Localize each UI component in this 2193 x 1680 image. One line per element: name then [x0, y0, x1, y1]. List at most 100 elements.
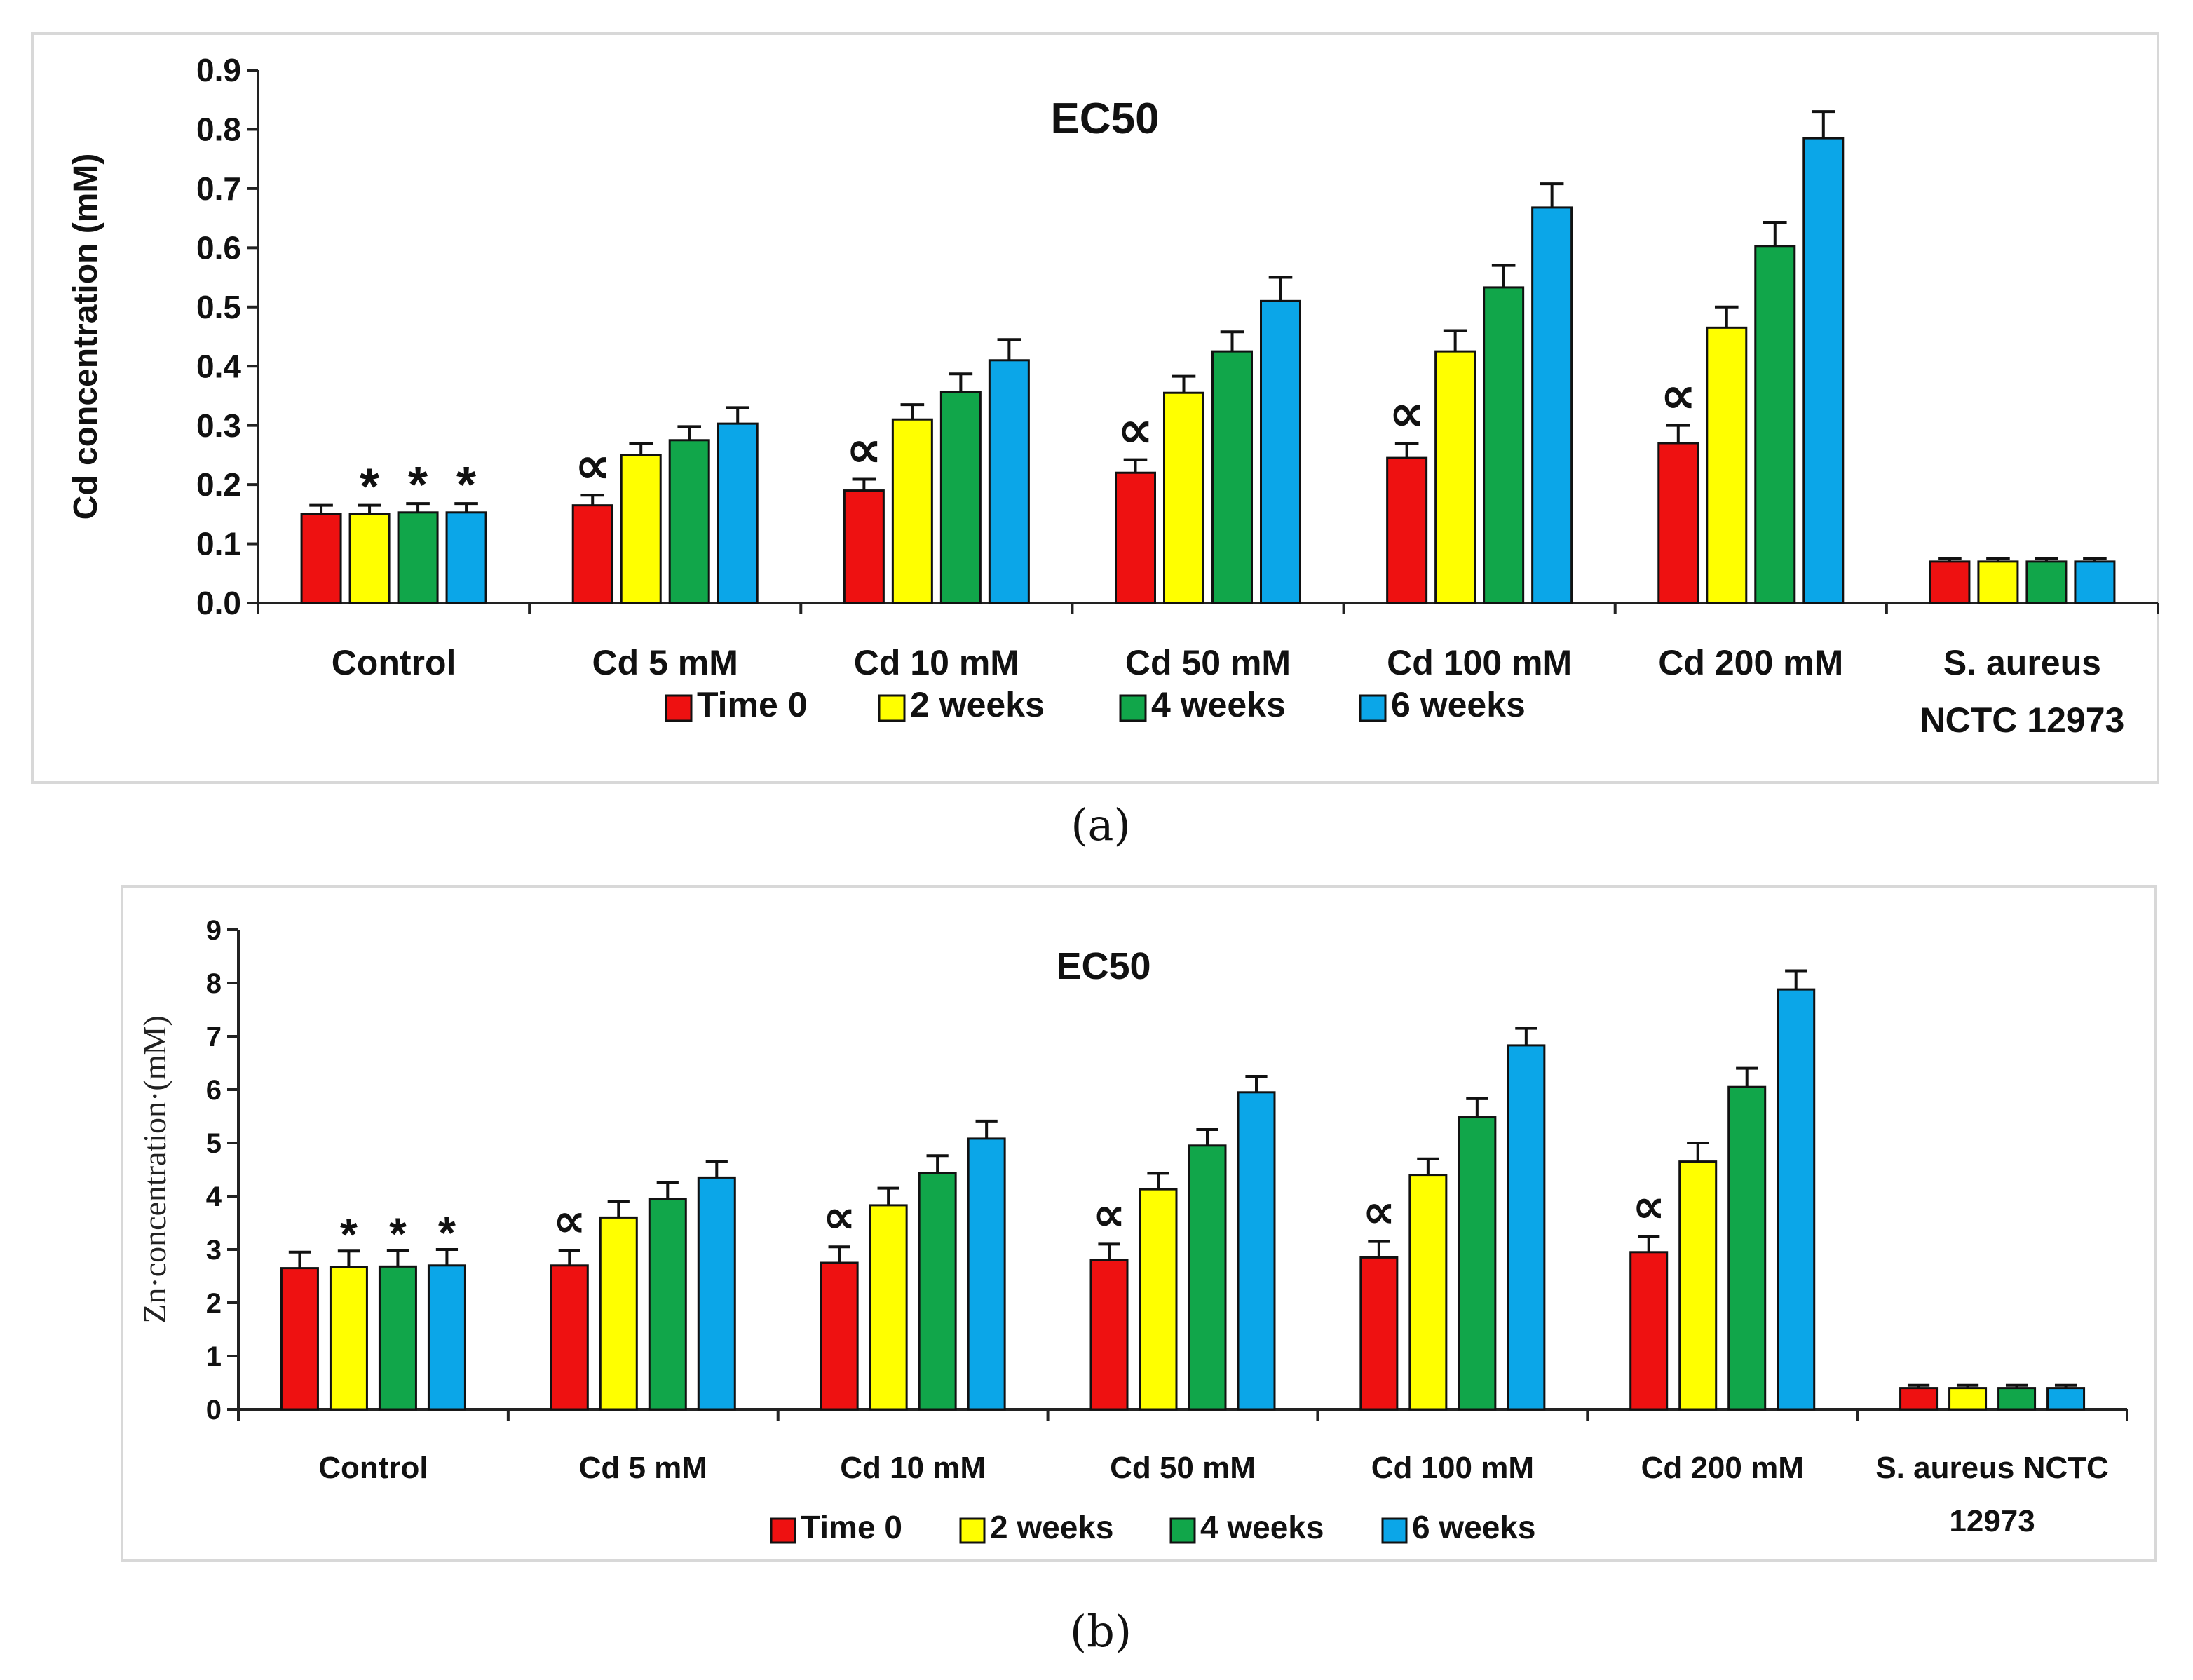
- b-bar-4-weeks: [1458, 1116, 1497, 1411]
- chart-panel-a: 0.0 0.1 0.2 0.3 0.4 0.5 0.6 0.7 0.8 0.9 Cd concent…: [31, 32, 2159, 784]
- a-bar-2-weeks: [1706, 326, 1748, 604]
- a-bar-2-weeks: [1163, 391, 1204, 604]
- a-bar-4-weeks: [2025, 560, 2068, 604]
- a-significance-asterisk: *: [360, 459, 379, 515]
- a-bar-2-weeks: [1434, 350, 1476, 604]
- a-bar-time-0: [1386, 456, 1428, 604]
- a-bar-2-weeks: [620, 454, 662, 604]
- a-bar-time-0: [571, 504, 613, 604]
- a-bar-2-weeks: [1977, 560, 2019, 604]
- b-bar-6-weeks: [1507, 1044, 1546, 1411]
- b-bar-6-weeks: [2046, 1387, 2086, 1411]
- b-bar-time-0: [1899, 1387, 1939, 1411]
- b-significance-asterisk: *: [389, 1209, 407, 1259]
- b-bar-4-weeks: [1727, 1085, 1767, 1411]
- a-bar-time-0: [1657, 442, 1699, 604]
- b-bar-6-weeks: [427, 1264, 466, 1411]
- b-bar-time-0: [820, 1261, 859, 1411]
- a-y-tick-label: 0.8: [196, 111, 241, 148]
- a-chart-title: EC50: [1050, 95, 1159, 143]
- b-legend-swatch: [1381, 1517, 1408, 1544]
- a-legend-swatch: [1119, 694, 1147, 722]
- a-significance-symbol: ∝: [575, 438, 611, 494]
- a-y-tick-label: 0.5: [196, 289, 241, 325]
- figure-caption-b: (b): [1069, 1606, 1132, 1657]
- b-significance-symbol: ∝: [1632, 1180, 1665, 1232]
- b-y-tick-label: 7: [206, 1022, 222, 1052]
- a-bar-4-weeks: [1211, 350, 1253, 604]
- a-significance-asterisk: *: [456, 457, 476, 513]
- a-bar-6-weeks: [1531, 206, 1573, 604]
- b-bar-6-weeks: [967, 1137, 1006, 1411]
- a-y-tick-label: 0.1: [196, 526, 241, 562]
- b-y-tick-label: 6: [206, 1075, 222, 1106]
- a-legend-swatch: [878, 694, 906, 722]
- a-bar-6-weeks: [988, 359, 1030, 604]
- b-bar-2-weeks: [1139, 1188, 1178, 1411]
- b-category-label: Control: [318, 1451, 428, 1485]
- b-bar-6-weeks: [1777, 988, 1816, 1411]
- figure-caption-a: (a): [1071, 799, 1131, 851]
- a-bar-2-weeks: [348, 513, 391, 604]
- a-legend-swatch: [665, 694, 693, 722]
- b-y-axis-title: Zn·concentration·(mM): [137, 1015, 172, 1323]
- b-bar-2-weeks: [599, 1216, 638, 1411]
- b-bar-4-weeks: [1188, 1144, 1227, 1411]
- b-legend-swatch: [959, 1517, 986, 1544]
- a-y-tick-label: 0.4: [196, 348, 241, 384]
- a-bar-4-weeks: [939, 391, 982, 604]
- a-category-label: Cd 10 mM: [854, 643, 1019, 682]
- a-y-axis-title: Cd concentration (mM): [67, 154, 104, 520]
- b-bar-4-weeks: [1997, 1387, 2037, 1411]
- a-bar-6-weeks: [445, 511, 487, 604]
- b-legend-label: Time 0: [801, 1509, 902, 1545]
- a-bar-2-weeks: [891, 418, 933, 604]
- b-bar-4-weeks: [378, 1265, 417, 1411]
- a-significance-asterisk: *: [408, 457, 428, 513]
- b-y-tick-label: 8: [206, 968, 222, 999]
- a-significance-symbol: ∝: [846, 422, 882, 478]
- a-legend-label: Time 0: [697, 685, 808, 724]
- a-category-label: Control: [332, 643, 456, 682]
- a-bar-6-weeks: [717, 422, 759, 604]
- a-bar-6-weeks: [1260, 299, 1301, 604]
- b-bar-2-weeks: [1678, 1160, 1718, 1411]
- a-bar-6-weeks: [1802, 137, 1845, 604]
- b-bar-time-0: [1629, 1251, 1669, 1411]
- a-category-label: Cd 5 mM: [592, 643, 738, 682]
- a-bar-4-weeks: [1754, 245, 1796, 604]
- b-y-tick-label: 2: [206, 1288, 222, 1319]
- b-significance-symbol: ∝: [1093, 1188, 1126, 1240]
- b-bar-time-0: [550, 1264, 589, 1411]
- b-legend-swatch: [1169, 1517, 1196, 1544]
- a-bar-6-weeks: [2074, 560, 2116, 604]
- b-legend-swatch: [770, 1517, 796, 1544]
- b-bar-time-0: [1089, 1259, 1129, 1411]
- a-category-label: Cd 200 mM: [1658, 643, 1843, 682]
- b-category-label: 12973: [1949, 1504, 2035, 1538]
- b-bar-2-weeks: [1408, 1174, 1448, 1411]
- b-y-tick-label: 0: [206, 1395, 222, 1425]
- a-legend-label: 2 weeks: [910, 685, 1045, 724]
- a-y-tick-label: 0.0: [196, 585, 241, 621]
- b-y-tick-label: 9: [206, 915, 222, 946]
- b-category-label: Cd 5 mM: [579, 1451, 707, 1485]
- b-bar-4-weeks: [648, 1198, 687, 1411]
- b-y-tick-label: 4: [206, 1181, 222, 1212]
- a-significance-symbol: ∝: [1660, 368, 1696, 424]
- b-bar-6-weeks: [697, 1176, 736, 1411]
- b-bar-2-weeks: [1948, 1387, 1988, 1411]
- b-y-tick-label: 3: [206, 1235, 222, 1266]
- b-y-tick-label: 5: [206, 1128, 222, 1159]
- b-bar-time-0: [280, 1267, 319, 1411]
- b-bar-2-weeks: [869, 1204, 908, 1411]
- a-y-tick-label: 0.9: [196, 52, 241, 88]
- a-bar-4-weeks: [397, 511, 439, 604]
- a-category-label: Cd 100 mM: [1387, 643, 1572, 682]
- b-significance-symbol: ∝: [1362, 1186, 1395, 1238]
- a-bar-time-0: [300, 513, 342, 604]
- b-significance-asterisk: *: [438, 1207, 456, 1258]
- b-y-tick-label: 1: [206, 1341, 222, 1372]
- a-bar-time-0: [843, 489, 885, 604]
- b-legend-label: 6 weeks: [1412, 1509, 1535, 1545]
